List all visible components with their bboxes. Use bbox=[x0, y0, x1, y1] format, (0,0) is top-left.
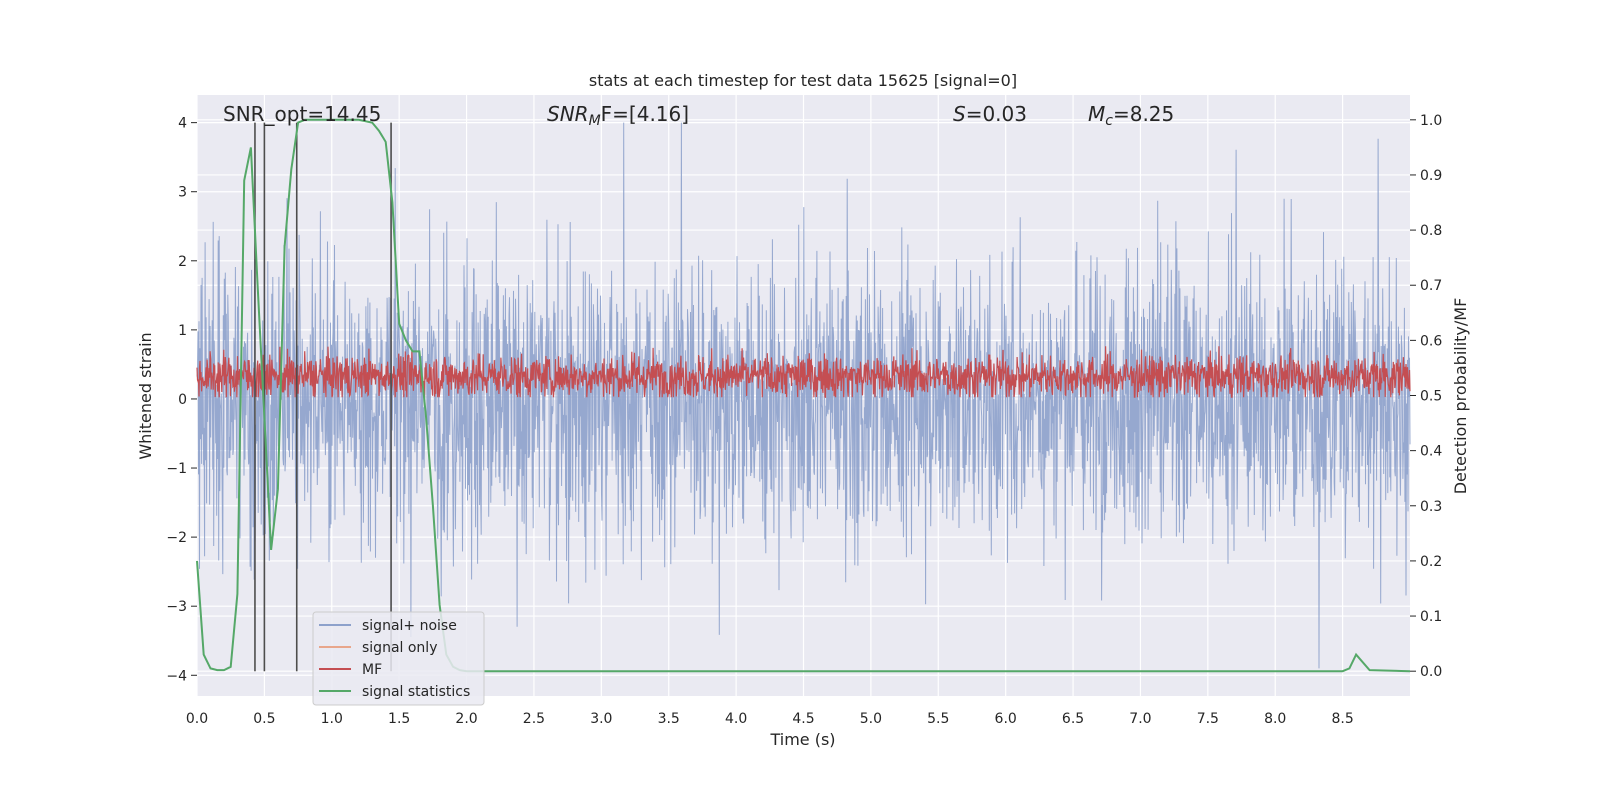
annotation-mc-subscript: c bbox=[1105, 113, 1113, 129]
annotation-s-value: =0.03 bbox=[966, 102, 1027, 126]
left-y-tick-label: −1 bbox=[166, 461, 187, 477]
right-y-tick-label: 0.0 bbox=[1420, 664, 1442, 680]
x-tick-label: 7.0 bbox=[1129, 711, 1151, 727]
x-tick-label: 4.5 bbox=[792, 711, 814, 727]
right-y-tick-label: 0.2 bbox=[1420, 554, 1442, 570]
x-tick-label: 0.5 bbox=[253, 711, 275, 727]
annotation-snr-mf-symbol: SNR bbox=[547, 102, 589, 126]
x-tick-label: 2.0 bbox=[455, 711, 477, 727]
left-y-tick-label: −2 bbox=[166, 530, 187, 546]
x-tick-label: 3.5 bbox=[658, 711, 680, 727]
legend-label-signal-only: signal only bbox=[362, 640, 437, 656]
legend-label-signal-noise: signal+ noise bbox=[362, 618, 457, 634]
x-tick-label: 0.0 bbox=[186, 711, 208, 727]
annotation-mc-symbol: M bbox=[1088, 102, 1105, 126]
right-y-tick-label: 0.3 bbox=[1420, 499, 1442, 515]
legend: signal+ noise signal only MF signal stat… bbox=[312, 611, 485, 706]
right-y-axis-ticks: 0.0 0.1 0.2 0.3 0.4 0.5 0.6 0.7 0.8 0.9 1.0 bbox=[1410, 113, 1442, 680]
annotation-snr-mf-value: F=[4.16] bbox=[601, 102, 689, 126]
x-tick-label: 5.0 bbox=[860, 711, 882, 727]
right-y-tick-label: 0.5 bbox=[1420, 389, 1442, 405]
legend-label-mf: MF bbox=[362, 662, 382, 678]
left-y-axis-ticks: −4 −3 −2 −1 0 1 2 3 4 bbox=[166, 116, 197, 684]
mf-series bbox=[196, 346, 1411, 399]
right-y-tick-label: 0.6 bbox=[1420, 333, 1442, 349]
annotation-mc: Mc=8.25 bbox=[1088, 102, 1174, 129]
x-tick-label: 6.0 bbox=[995, 711, 1017, 727]
x-tick-label: 8.0 bbox=[1264, 711, 1286, 727]
x-tick-label: 4.0 bbox=[725, 711, 747, 727]
annotation-s-symbol: S bbox=[953, 102, 966, 126]
right-y-axis-label: Detection probability/MF bbox=[1451, 298, 1470, 495]
annotation-snr-mf: SNRMF=[4.16] bbox=[547, 102, 689, 129]
mf-line bbox=[196, 346, 1411, 399]
right-y-tick-label: 0.8 bbox=[1420, 223, 1442, 239]
x-axis-label: Time (s) bbox=[769, 730, 835, 749]
left-y-tick-label: 4 bbox=[178, 116, 187, 132]
left-y-axis-label: Whitened strain bbox=[136, 332, 155, 459]
x-tick-label: 1.0 bbox=[321, 711, 343, 727]
x-tick-label: 2.5 bbox=[523, 711, 545, 727]
x-tick-label: 6.5 bbox=[1062, 711, 1084, 727]
legend-box bbox=[312, 611, 485, 706]
x-axis-ticks: 0.0 0.5 1.0 1.5 2.0 2.5 3.0 3.5 4.0 4.5 5.0 5.5 6.0 6… bbox=[186, 711, 1354, 727]
annotation-snr-opt: SNR_opt=14.45 bbox=[223, 102, 381, 126]
left-y-tick-label: −4 bbox=[166, 668, 187, 684]
x-tick-label: 7.5 bbox=[1197, 711, 1219, 727]
left-y-tick-label: 2 bbox=[178, 254, 187, 270]
x-tick-label: 3.0 bbox=[590, 711, 612, 727]
left-y-tick-label: 1 bbox=[178, 323, 187, 339]
right-y-tick-label: 0.4 bbox=[1420, 444, 1442, 460]
x-tick-label: 5.5 bbox=[927, 711, 949, 727]
annotation-mc-value: =8.25 bbox=[1113, 102, 1174, 126]
left-y-tick-label: −3 bbox=[166, 599, 187, 615]
x-tick-label: 1.5 bbox=[388, 711, 410, 727]
chart-title: stats at each timestep for test data 156… bbox=[589, 71, 1017, 90]
left-y-tick-label: 0 bbox=[178, 392, 187, 408]
right-y-tick-label: 0.9 bbox=[1420, 168, 1442, 184]
right-y-tick-label: 0.7 bbox=[1420, 278, 1442, 294]
right-y-tick-label: 1.0 bbox=[1420, 113, 1442, 129]
legend-label-signal-statistics: signal statistics bbox=[362, 684, 470, 700]
left-y-tick-label: 3 bbox=[178, 185, 187, 201]
right-y-tick-label: 0.1 bbox=[1420, 609, 1442, 625]
x-tick-label: 8.5 bbox=[1331, 711, 1353, 727]
annotation-snr-mf-subscript: M bbox=[589, 113, 601, 129]
annotation-s: S=0.03 bbox=[953, 102, 1027, 126]
